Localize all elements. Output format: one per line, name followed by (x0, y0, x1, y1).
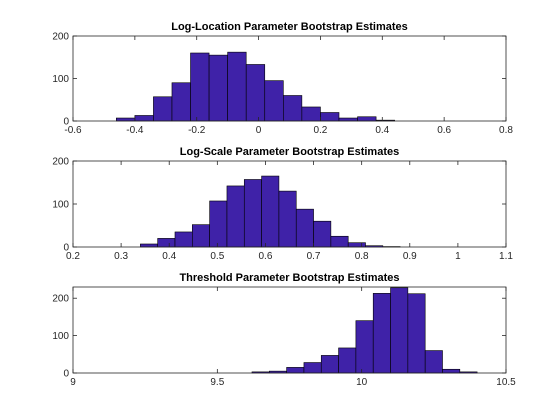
x-tick-label: 9.5 (210, 377, 224, 388)
histogram-bar (330, 235, 349, 248)
x-tick-label: 0 (256, 125, 262, 136)
histogram-bar (355, 320, 374, 374)
y-tick-label: 100 (52, 331, 69, 342)
x-tick-label: -0.6 (64, 125, 82, 136)
histogram-bar (301, 106, 321, 122)
histogram-bar (264, 80, 284, 122)
x-tick-label: 0.8 (499, 125, 513, 136)
y-tick-label: 200 (52, 32, 69, 43)
y-tick-label: 0 (63, 369, 69, 380)
x-tick-label: 0.4 (162, 251, 176, 262)
histogram-bar (208, 54, 228, 122)
x-tick-label: 10.5 (496, 377, 516, 388)
y-tick-label: 200 (52, 157, 69, 168)
histogram-bar (140, 243, 158, 248)
histogram-bar (390, 287, 409, 374)
histogram-bar (303, 362, 322, 374)
histogram-bar (171, 82, 191, 122)
histogram-2: 0.2 0.3 0.4 0.5 0.6 0.7 0.8 0.9 1 1.1 0 100 200 Log-S… (52, 146, 513, 262)
chart-title: Log-Scale Parameter Bootstrap Estimates (180, 146, 399, 158)
histogram-bar (157, 238, 176, 248)
chart-title: Log-Location Parameter Bootstrap Estimat… (171, 21, 408, 33)
x-tick-label: 0.2 (313, 125, 327, 136)
histogram-bar (278, 190, 297, 248)
x-tick-label: 9 (70, 377, 76, 388)
histogram-bar (153, 96, 173, 122)
x-tick-label: 0.7 (307, 251, 321, 262)
histogram-bar (372, 293, 391, 374)
y-tick-label: 0 (63, 117, 69, 128)
x-tick-label: 0.9 (403, 251, 417, 262)
x-tick-label: 0.3 (114, 251, 128, 262)
histogram-bar (320, 355, 339, 374)
histogram-bar (424, 350, 443, 374)
histogram-bar (442, 368, 461, 374)
y-tick-label: 100 (52, 200, 69, 211)
x-tick-label: -0.4 (126, 125, 144, 136)
histogram-bar (313, 220, 332, 248)
histogram-bar (286, 367, 305, 374)
y-tick-label: 100 (52, 74, 69, 85)
histogram-bar (227, 51, 247, 122)
x-tick-label: 0.2 (66, 251, 80, 262)
histogram-bar (116, 117, 136, 122)
histogram-bar (338, 117, 358, 122)
histogram-bar (190, 52, 210, 122)
histogram-bar (407, 293, 426, 374)
histogram-bar (261, 175, 280, 248)
histogram-bar (283, 95, 303, 122)
histogram-bar (226, 185, 245, 248)
y-tick-label: 200 (52, 294, 69, 305)
x-tick-label: 1.1 (499, 251, 513, 262)
histogram-bar (295, 208, 314, 248)
x-tick-label: -0.2 (188, 125, 206, 136)
histogram-bar (209, 200, 228, 248)
x-tick-label: 0.6 (437, 125, 451, 136)
x-tick-label: 10 (356, 377, 368, 388)
histogram-bar (243, 179, 262, 248)
x-tick-label: 0.8 (355, 251, 369, 262)
histogram-bar (245, 64, 266, 122)
histogram-bar (174, 231, 193, 248)
chart-title: Threshold Parameter Bootstrap Estimates (179, 272, 399, 284)
x-tick-label: 0.4 (375, 125, 389, 136)
x-tick-label: 1 (455, 251, 461, 262)
histogram-bar (357, 116, 377, 122)
axes-box (72, 286, 507, 374)
histogram-bar (347, 242, 366, 248)
histogram-3: 9 9.5 10 10.5 0 100 200 Threshold Parameter Boo… (52, 272, 516, 388)
x-tick-label: 0.5 (210, 251, 224, 262)
histogram-bar (320, 112, 340, 122)
histogram-bar (338, 347, 357, 374)
histogram-bar (134, 115, 154, 122)
y-tick-label: 0 (63, 243, 69, 254)
histogram-1: -0.6 -0.4 -0.2 0 0.2 0.4 0.6 0.8 0 100 200 Log-Loca… (52, 21, 513, 136)
x-tick-label: 0.6 (258, 251, 272, 262)
histogram-bar (192, 224, 210, 248)
